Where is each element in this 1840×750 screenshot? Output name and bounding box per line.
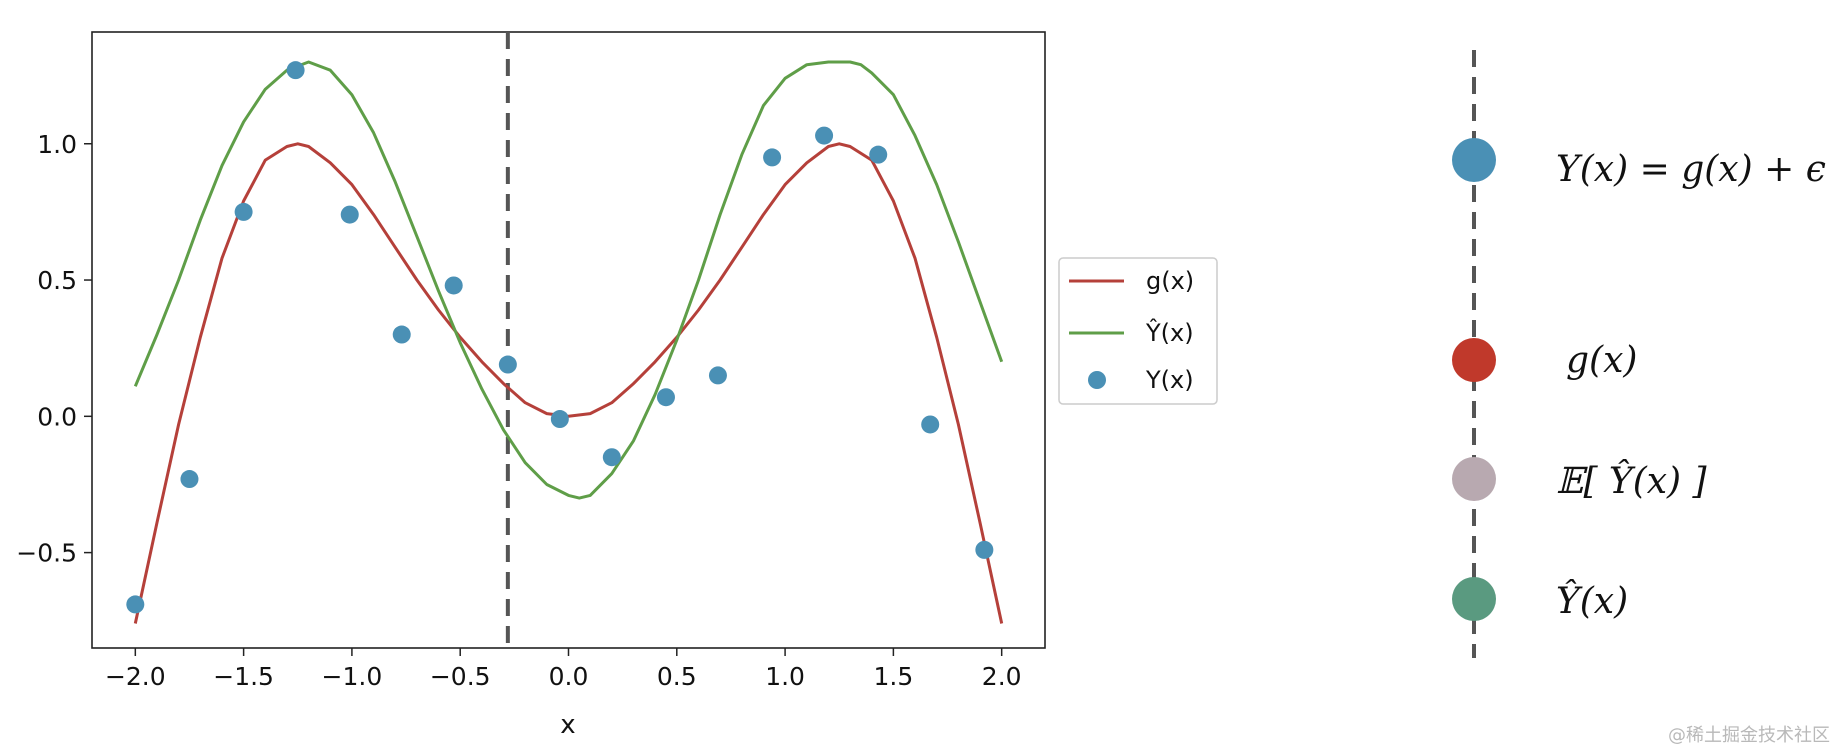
key-item: g(x) — [1452, 338, 1637, 382]
legend-label-yhat: Ŷ(x) — [1145, 317, 1194, 347]
scatter-point — [656, 388, 675, 407]
x-tick-label: −1.5 — [213, 662, 274, 691]
key-dot-expected-yhat — [1452, 457, 1496, 501]
legend-label-g: g(x) — [1146, 267, 1194, 295]
key-item: 𝔼[ Ŷ(x) ] — [1452, 457, 1708, 502]
scatter-point — [180, 470, 199, 489]
scatter-point — [392, 325, 411, 344]
key-item: Y(x) = g(x) + ϵ — [1452, 138, 1826, 190]
x-axis-ticks: −2.0 −1.5 −1.0 −0.5 0.0 0.5 1.0 1.5 2.0 — [105, 648, 1022, 691]
legend-marker-y — [1088, 371, 1106, 389]
scatter-point — [550, 410, 569, 429]
y-tick-label: 0.0 — [37, 402, 77, 431]
y-tick-label: 0.5 — [37, 266, 77, 295]
watermark-text: @稀土掘金技术社区 — [1668, 725, 1830, 746]
x-tick-label: −0.5 — [430, 662, 491, 691]
scatter-point — [869, 145, 888, 164]
scatter-point — [126, 595, 145, 614]
plot-content — [126, 32, 1004, 648]
scatter-point — [708, 366, 727, 385]
legend-box — [1058, 257, 1218, 405]
scatter-point — [286, 61, 305, 80]
key-label-g: g(x) — [1566, 340, 1637, 381]
y-axis-ticks: −0.5 0.0 0.5 1.0 — [16, 130, 92, 568]
x-tick-label: 1.5 — [874, 662, 914, 691]
scatter-point — [763, 148, 782, 167]
key-label-yhat: Ŷ(x) — [1556, 580, 1628, 622]
scatter-point — [921, 415, 940, 434]
series-line-gx — [133, 142, 1004, 624]
key-dot-y — [1452, 138, 1496, 182]
scatter-point — [340, 205, 359, 224]
x-tick-label: −2.0 — [105, 662, 166, 691]
x-tick-label: 0.5 — [657, 662, 697, 691]
x-tick-label: 1.0 — [765, 662, 805, 691]
key-dot-g — [1452, 338, 1496, 382]
legend-entry: Y(x) — [1088, 366, 1194, 394]
y-tick-label: 1.0 — [37, 130, 77, 159]
scatter-point — [444, 276, 463, 295]
key-label-expected-yhat: 𝔼[ Ŷ(x) ] — [1556, 460, 1708, 502]
x-tick-label: −1.0 — [322, 662, 383, 691]
x-tick-label: 2.0 — [982, 662, 1022, 691]
scatter-point — [602, 448, 621, 467]
x-axis-label: x — [560, 710, 575, 740]
key-label-y: Y(x) = g(x) + ϵ — [1556, 149, 1826, 190]
scatter-point — [975, 540, 994, 559]
legend-entry: g(x) — [1069, 267, 1194, 295]
y-tick-label: −0.5 — [16, 539, 77, 568]
legend-label-y: Y(x) — [1145, 366, 1194, 394]
key-dot-yhat — [1452, 577, 1496, 621]
scatter-point — [234, 202, 253, 221]
scatter-point — [498, 355, 517, 374]
x-tick-label: 0.0 — [549, 662, 589, 691]
legend-entry: Ŷ(x) — [1069, 317, 1194, 347]
scatter-point — [815, 126, 834, 145]
plot-frame — [91, 31, 1046, 649]
key-item: Ŷ(x) — [1452, 577, 1628, 622]
